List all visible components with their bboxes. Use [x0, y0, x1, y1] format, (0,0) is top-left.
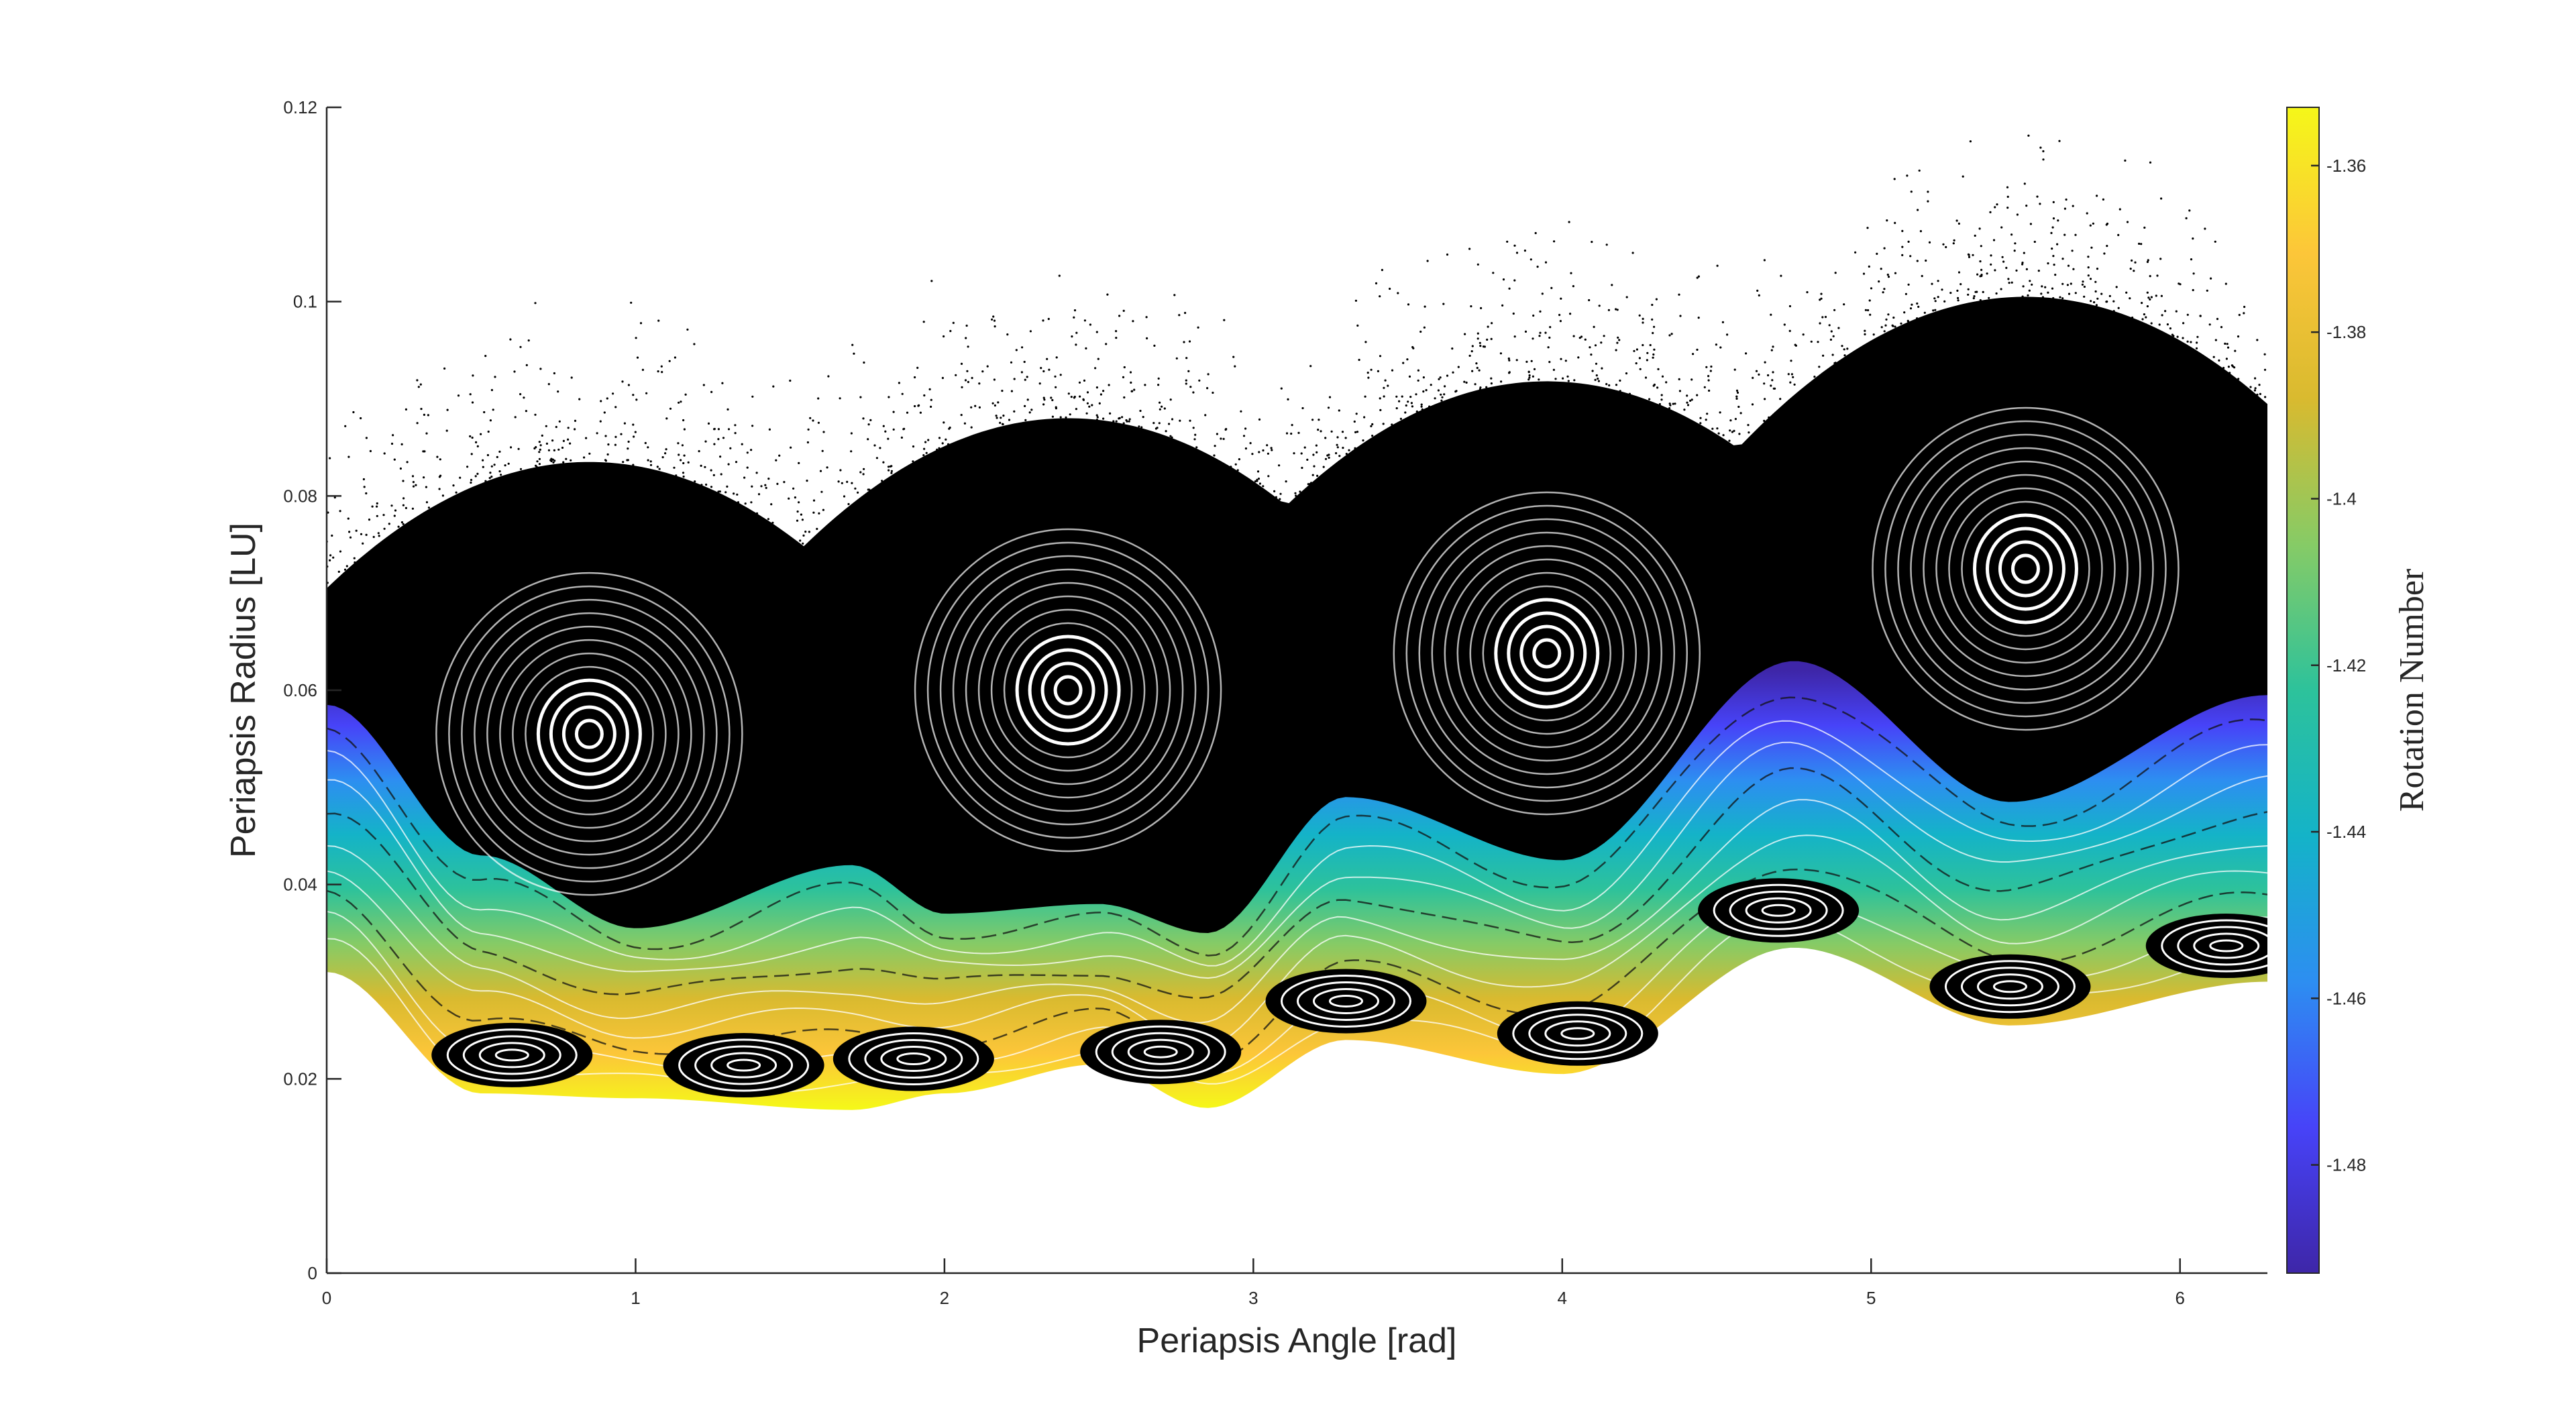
- x-tick-label: 4: [1558, 1288, 1567, 1308]
- band-island: [2146, 914, 2307, 978]
- y-tick-label: 0.12: [283, 97, 317, 117]
- y-tick-label: 0.08: [283, 486, 317, 506]
- y-tick-label: 0.04: [283, 875, 317, 895]
- band-island: [1080, 1020, 1241, 1084]
- x-tick-label: 2: [940, 1288, 949, 1308]
- x-tick-label: 6: [2175, 1288, 2184, 1308]
- x-tick-label: 3: [1248, 1288, 1258, 1308]
- x-ticks: 0 1 2 3 4 5 6: [322, 1258, 2185, 1308]
- y-tick-label: 0.06: [283, 680, 317, 700]
- y-axis-label: Periapsis Radius [LU]: [224, 523, 263, 858]
- colorbar-tick-label: -1.46: [2326, 988, 2366, 1008]
- colorbar-tick-label: -1.44: [2326, 822, 2366, 842]
- band-island: [1265, 969, 1426, 1033]
- y-ticks: 0 0.02 0.04 0.06 0.08 0.1 0.12: [283, 97, 341, 1283]
- x-tick-label: 1: [631, 1288, 640, 1308]
- band-island: [1497, 1001, 1658, 1066]
- band-island: [663, 1033, 824, 1097]
- x-axis-label: Periapsis Angle [rad]: [1137, 1321, 1457, 1360]
- colorbar-scale: [2287, 107, 2319, 1273]
- colorbar-label: Rotation Number: [2393, 569, 2431, 812]
- colorbar: -1.36 -1.38 -1.4 -1.42 -1.44 -1.46 -1.48 Rotat…: [2287, 107, 2431, 1273]
- band-island: [1698, 878, 1859, 942]
- plot-area: [326, 135, 2307, 1110]
- colorbar-tick-label: -1.36: [2326, 156, 2366, 176]
- colorbar-tick-label: -1.38: [2326, 322, 2366, 342]
- y-tick-label: 0: [308, 1263, 317, 1283]
- x-tick-label: 5: [1866, 1288, 1876, 1308]
- y-tick-label: 0.02: [283, 1069, 317, 1089]
- band-island: [431, 1023, 592, 1087]
- colorbar-tick-label: -1.42: [2326, 655, 2366, 675]
- x-tick-label: 0: [322, 1288, 331, 1308]
- band-island: [833, 1027, 994, 1091]
- colorbar-tick-label: -1.4: [2326, 488, 2357, 508]
- colorbar-tick-label: -1.48: [2326, 1155, 2366, 1175]
- band-island: [1929, 955, 2090, 1019]
- y-tick-label: 0.1: [293, 292, 317, 312]
